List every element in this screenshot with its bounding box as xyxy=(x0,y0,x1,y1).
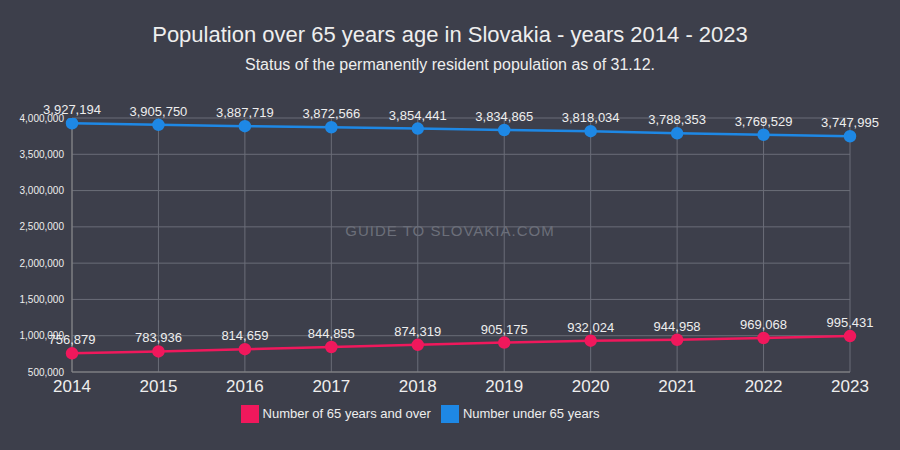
svg-text:3,000,000: 3,000,000 xyxy=(20,185,65,196)
svg-text:2015: 2015 xyxy=(140,377,178,396)
svg-text:2,000,000: 2,000,000 xyxy=(20,258,65,269)
svg-text:3,788,353: 3,788,353 xyxy=(648,112,706,127)
svg-text:944,958: 944,958 xyxy=(654,319,701,334)
svg-text:2021: 2021 xyxy=(658,377,696,396)
svg-text:3,818,034: 3,818,034 xyxy=(562,110,620,125)
svg-text:814,659: 814,659 xyxy=(221,328,268,343)
svg-text:3,887,719: 3,887,719 xyxy=(216,105,274,120)
svg-text:905,175: 905,175 xyxy=(481,322,528,337)
svg-text:2,500,000: 2,500,000 xyxy=(20,221,65,232)
svg-text:756,879: 756,879 xyxy=(49,332,96,347)
svg-text:1,000,000: 1,000,000 xyxy=(19,330,64,342)
svg-text:2019: 2019 xyxy=(485,377,523,396)
svg-text:874,319: 874,319 xyxy=(394,324,441,339)
svg-text:3,927,194: 3,927,194 xyxy=(43,102,101,117)
svg-text:1,500,000: 1,500,000 xyxy=(20,294,65,305)
html-text:GUIDE TO SLOVAKIA.COM: GUIDE TO SLOVAKIA.COM xyxy=(345,222,555,239)
svg-text:2017: 2017 xyxy=(312,377,350,396)
svg-text:3,872,566: 3,872,566 xyxy=(302,106,360,121)
svg-text:2014: 2014 xyxy=(53,377,91,396)
html-text:Number of 65 years and over: Number of 65 years and over xyxy=(262,406,431,421)
html-text:Status of the permanently resi: Status of the permanently resident popul… xyxy=(245,56,655,73)
svg-text:2018: 2018 xyxy=(399,377,437,396)
svg-text:3,500,000: 3,500,000 xyxy=(20,149,65,160)
svg-text:995,431: 995,431 xyxy=(827,315,874,330)
svg-text:3,834,865: 3,834,865 xyxy=(475,109,533,124)
svg-text:783,936: 783,936 xyxy=(135,330,182,345)
html-text:Number under 65 years: Number under 65 years xyxy=(462,406,600,421)
svg-text:3,854,441: 3,854,441 xyxy=(389,108,447,123)
svg-text:2023: 2023 xyxy=(831,377,869,396)
svg-text:2016: 2016 xyxy=(226,377,264,396)
svg-text:969,068: 969,068 xyxy=(740,317,787,332)
svg-text:3,769,529: 3,769,529 xyxy=(735,114,793,129)
html-text:Population over 65 years age i: Population over 65 years age in Slovakia… xyxy=(152,22,748,47)
svg-text:2022: 2022 xyxy=(745,377,783,396)
svg-text:500,000: 500,000 xyxy=(28,367,65,378)
svg-text:4,000,000: 4,000,000 xyxy=(19,112,64,124)
svg-text:3,747,995: 3,747,995 xyxy=(821,115,879,130)
svg-text:3,905,750: 3,905,750 xyxy=(130,104,188,119)
svg-text:2020: 2020 xyxy=(572,377,610,396)
svg-text:932,024: 932,024 xyxy=(567,320,614,335)
svg-text:844,855: 844,855 xyxy=(308,326,355,341)
